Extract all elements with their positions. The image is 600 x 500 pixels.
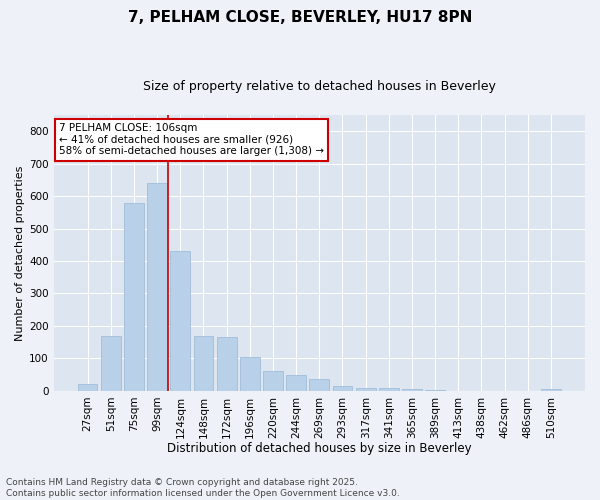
Text: 7 PELHAM CLOSE: 106sqm
← 41% of detached houses are smaller (926)
58% of semi-de: 7 PELHAM CLOSE: 106sqm ← 41% of detached… [59,124,324,156]
Bar [310,380,329,391]
Bar [356,388,376,391]
Bar [541,389,561,391]
Text: Contains HM Land Registry data © Crown copyright and database right 2025.
Contai: Contains HM Land Registry data © Crown c… [6,478,400,498]
Bar [263,372,283,391]
Bar [170,252,190,391]
Y-axis label: Number of detached properties: Number of detached properties [15,165,25,340]
Title: Size of property relative to detached houses in Beverley: Size of property relative to detached ho… [143,80,496,93]
Bar [379,388,398,391]
Bar [194,336,214,391]
X-axis label: Distribution of detached houses by size in Beverley: Distribution of detached houses by size … [167,442,472,455]
Bar [217,338,236,391]
Bar [148,183,167,391]
Bar [240,357,260,391]
Bar [286,374,306,391]
Bar [78,384,97,391]
Bar [124,202,144,391]
Bar [101,336,121,391]
Text: 7, PELHAM CLOSE, BEVERLEY, HU17 8PN: 7, PELHAM CLOSE, BEVERLEY, HU17 8PN [128,10,472,25]
Bar [425,390,445,391]
Bar [332,386,352,391]
Bar [402,389,422,391]
